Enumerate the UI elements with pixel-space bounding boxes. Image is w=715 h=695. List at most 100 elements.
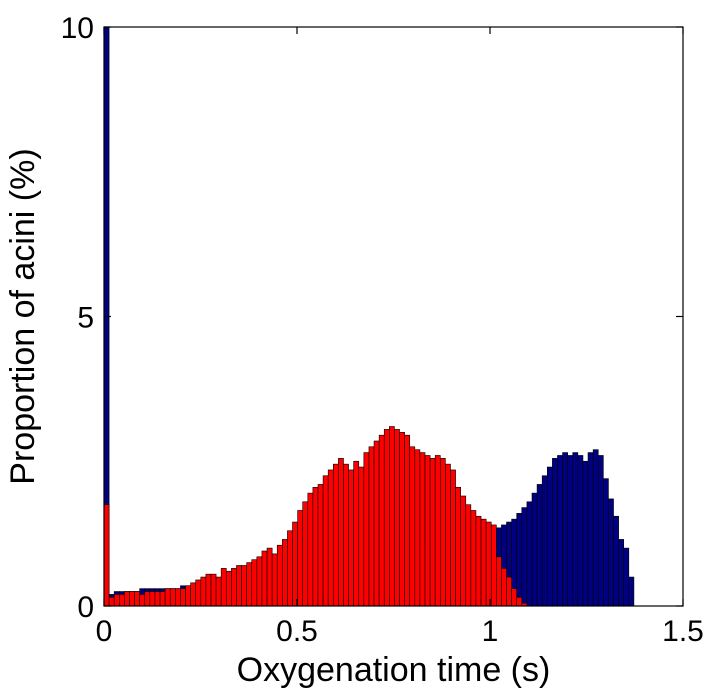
bar	[363, 452, 370, 607]
bar	[108, 597, 115, 607]
bar	[251, 559, 258, 607]
bar	[113, 594, 120, 607]
bar	[103, 504, 110, 607]
bar	[552, 458, 558, 607]
bar	[521, 507, 528, 607]
bar	[241, 565, 247, 607]
bar	[261, 550, 268, 607]
bar	[450, 469, 456, 607]
bar	[332, 463, 339, 607]
bar	[118, 594, 125, 607]
bar	[592, 449, 599, 607]
bar	[567, 455, 574, 607]
bar	[348, 469, 354, 607]
bar	[424, 455, 431, 607]
bar	[506, 576, 512, 607]
axis-ticks	[103, 26, 684, 607]
bar	[302, 501, 309, 607]
bar	[215, 576, 222, 607]
x-tick-label: 0.5	[276, 615, 318, 648]
bar	[501, 568, 507, 607]
bar	[455, 487, 461, 607]
y-tick-labels: 0 5 10	[61, 12, 94, 624]
y-axis-label: Proportion of acini (%)	[4, 148, 42, 484]
bar	[236, 565, 242, 607]
bar	[582, 460, 589, 607]
bar	[485, 521, 492, 607]
bar	[516, 513, 523, 607]
bar	[587, 452, 594, 607]
bar	[276, 544, 283, 607]
bar	[129, 591, 135, 607]
bar	[327, 469, 334, 607]
bar	[557, 455, 563, 607]
bar	[164, 588, 171, 607]
y-tick-label: 0	[77, 591, 94, 624]
bar	[287, 530, 293, 607]
bar	[338, 458, 344, 607]
bar	[613, 515, 619, 607]
bar	[597, 455, 604, 607]
bar	[317, 484, 324, 607]
bar	[200, 576, 207, 607]
x-axis-label: Oxygenation time (s)	[237, 651, 551, 689]
bar	[419, 452, 426, 607]
bar	[623, 547, 630, 607]
bar	[149, 591, 156, 607]
bar	[434, 455, 441, 607]
bar	[490, 524, 497, 607]
bar	[460, 495, 467, 607]
bar	[536, 484, 543, 607]
bar	[445, 463, 451, 607]
bar	[205, 573, 212, 607]
bar	[231, 568, 237, 607]
bar	[516, 597, 523, 607]
bar	[124, 591, 130, 607]
bar	[185, 585, 191, 607]
bar	[159, 591, 166, 607]
bar	[292, 521, 298, 607]
bar	[603, 478, 609, 607]
bar	[246, 562, 253, 607]
bar	[282, 539, 288, 607]
bar	[373, 440, 380, 607]
bar	[175, 588, 181, 607]
bar	[409, 446, 416, 607]
bar	[465, 504, 472, 607]
bar	[312, 487, 319, 607]
bar	[322, 475, 329, 607]
bar	[368, 446, 375, 607]
bar	[394, 429, 400, 607]
bar	[470, 510, 477, 607]
bar	[389, 426, 395, 607]
bar	[546, 466, 553, 607]
bar	[195, 579, 202, 607]
bar	[220, 568, 227, 607]
bar	[297, 510, 304, 607]
bar	[404, 434, 411, 607]
bar	[271, 553, 278, 607]
bar	[399, 431, 405, 607]
bar	[307, 492, 314, 607]
bar	[475, 515, 482, 607]
bar	[358, 466, 365, 607]
y-tick-label: 10	[61, 12, 94, 45]
series-red-bars	[103, 426, 528, 607]
x-tick-labels: 0 0.5 1 1.5	[96, 615, 704, 648]
bar	[225, 570, 232, 607]
y-tick-label: 5	[77, 302, 94, 335]
x-tick-label: 0	[96, 615, 113, 648]
bar	[618, 539, 625, 607]
bar	[343, 463, 349, 607]
bar	[256, 556, 263, 607]
bar	[572, 452, 579, 607]
x-tick-label: 1.5	[662, 615, 704, 648]
bar	[439, 458, 446, 607]
bar	[414, 449, 421, 607]
bar	[496, 556, 502, 607]
bar	[144, 591, 151, 607]
bar	[139, 594, 146, 607]
bar	[511, 588, 518, 607]
bar	[169, 588, 176, 607]
bar	[383, 429, 390, 607]
